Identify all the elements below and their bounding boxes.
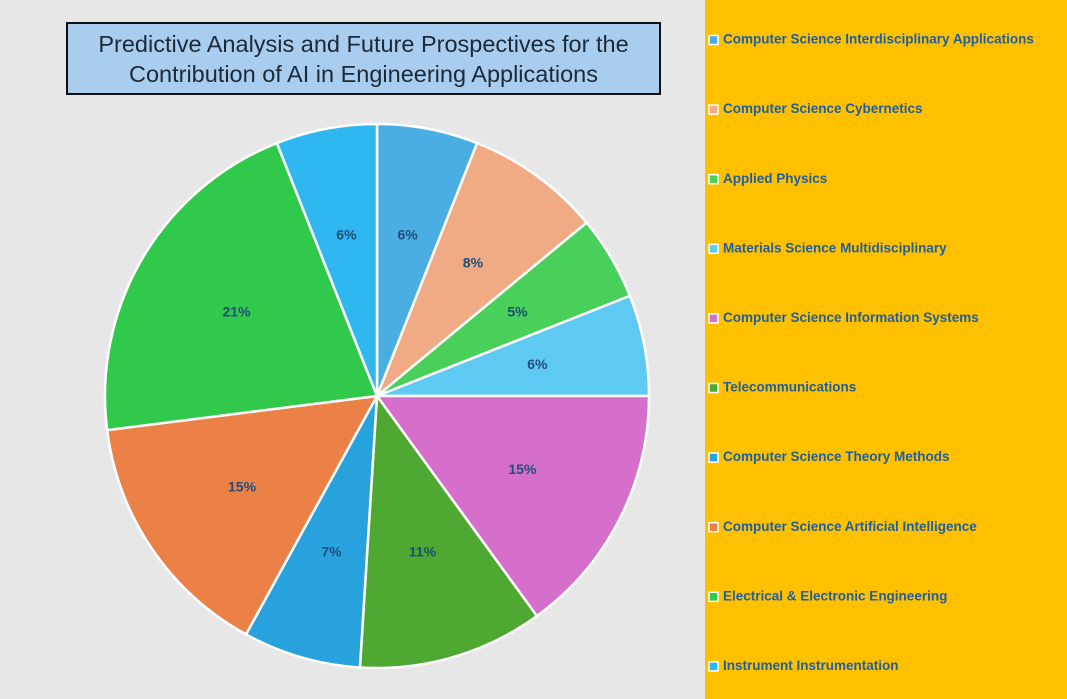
slice-label: 5%	[507, 304, 528, 320]
pie-slice	[275, 122, 379, 397]
legend-marker	[708, 591, 719, 603]
legend-marker	[708, 382, 719, 394]
legend-label: Telecommunications	[723, 380, 856, 395]
slice-label: 8%	[463, 255, 484, 271]
pie-slice	[358, 392, 539, 670]
legend-marker	[708, 521, 719, 533]
slice-label: 7%	[321, 543, 342, 559]
legend-marker	[708, 313, 719, 324]
legend-label: Computer Science Theory Methods	[723, 449, 950, 464]
slice-label: 11%	[409, 543, 437, 559]
pie-slice	[105, 394, 380, 637]
pie-slice	[374, 394, 651, 618]
legend-marker	[708, 104, 719, 115]
legend-panel	[705, 0, 1067, 699]
pie-slice	[375, 141, 589, 397]
slice-label: 21%	[223, 304, 252, 320]
legend-label: Instrument Instrumentation	[723, 658, 899, 673]
slice-label: 6%	[336, 226, 357, 242]
legend-label: Electrical & Electronic Engineering	[723, 588, 947, 603]
legend-label: Materials Science Multidisciplinary	[723, 240, 947, 255]
slice-label: 6%	[527, 356, 548, 372]
legend-marker	[708, 452, 719, 463]
slice-label: 6%	[397, 226, 418, 242]
legend-marker	[708, 173, 719, 185]
legend-marker	[708, 34, 719, 46]
legend-label: Computer Science Artificial Intelligence	[723, 519, 977, 534]
legend-label: Applied Physics	[723, 171, 827, 186]
legend-label: Computer Science Interdisciplinary Appli…	[723, 32, 1034, 47]
chart-title: Predictive Analysis and Future Prospecti…	[66, 22, 661, 95]
slice-label: 15%	[508, 461, 537, 477]
pie-slice	[103, 141, 379, 432]
slice-label: 15%	[228, 478, 257, 494]
legend-marker	[708, 661, 719, 672]
legend-label: Computer Science Information Systems	[723, 310, 979, 325]
legend-marker	[708, 243, 719, 255]
pie-slice	[244, 395, 379, 669]
legend-label: Computer Science Cybernetics	[723, 101, 923, 116]
